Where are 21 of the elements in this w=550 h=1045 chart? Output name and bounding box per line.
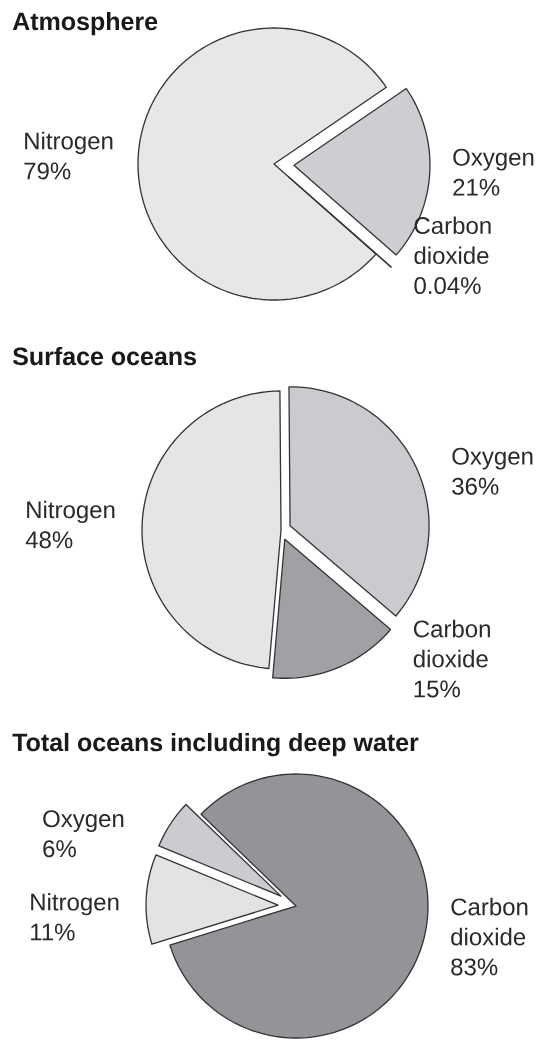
chart-title: Total oceans including deep water	[12, 732, 419, 757]
data-label: 36%	[452, 477, 499, 495]
slice-label: Nitrogen	[27, 500, 115, 524]
data-label: 48%	[25, 531, 73, 549]
chart-title: Atmosphere	[12, 11, 158, 36]
data-label: 83%	[451, 958, 498, 976]
data-label: 6%	[43, 840, 76, 858]
slice-label: Oxygen	[43, 810, 124, 832]
slice-label: Nitrogen	[25, 131, 113, 155]
chart-title: Surface oceans	[12, 346, 196, 366]
data-label: 79%	[24, 162, 71, 180]
slice-label: Oxygen	[453, 148, 534, 171]
data-label: 11%	[31, 923, 75, 941]
slice-label: Carbon dioxide	[413, 619, 490, 668]
slice-label: Carbon dioxide	[451, 897, 528, 946]
data-label: 21%	[453, 178, 500, 196]
slice-label: Carbon dioxide	[414, 216, 491, 265]
data-label: 0.04%	[414, 277, 481, 295]
slice-label: Nitrogen	[31, 892, 119, 916]
slice-label: Oxygen	[452, 447, 533, 470]
data-label: 15%	[414, 680, 460, 698]
